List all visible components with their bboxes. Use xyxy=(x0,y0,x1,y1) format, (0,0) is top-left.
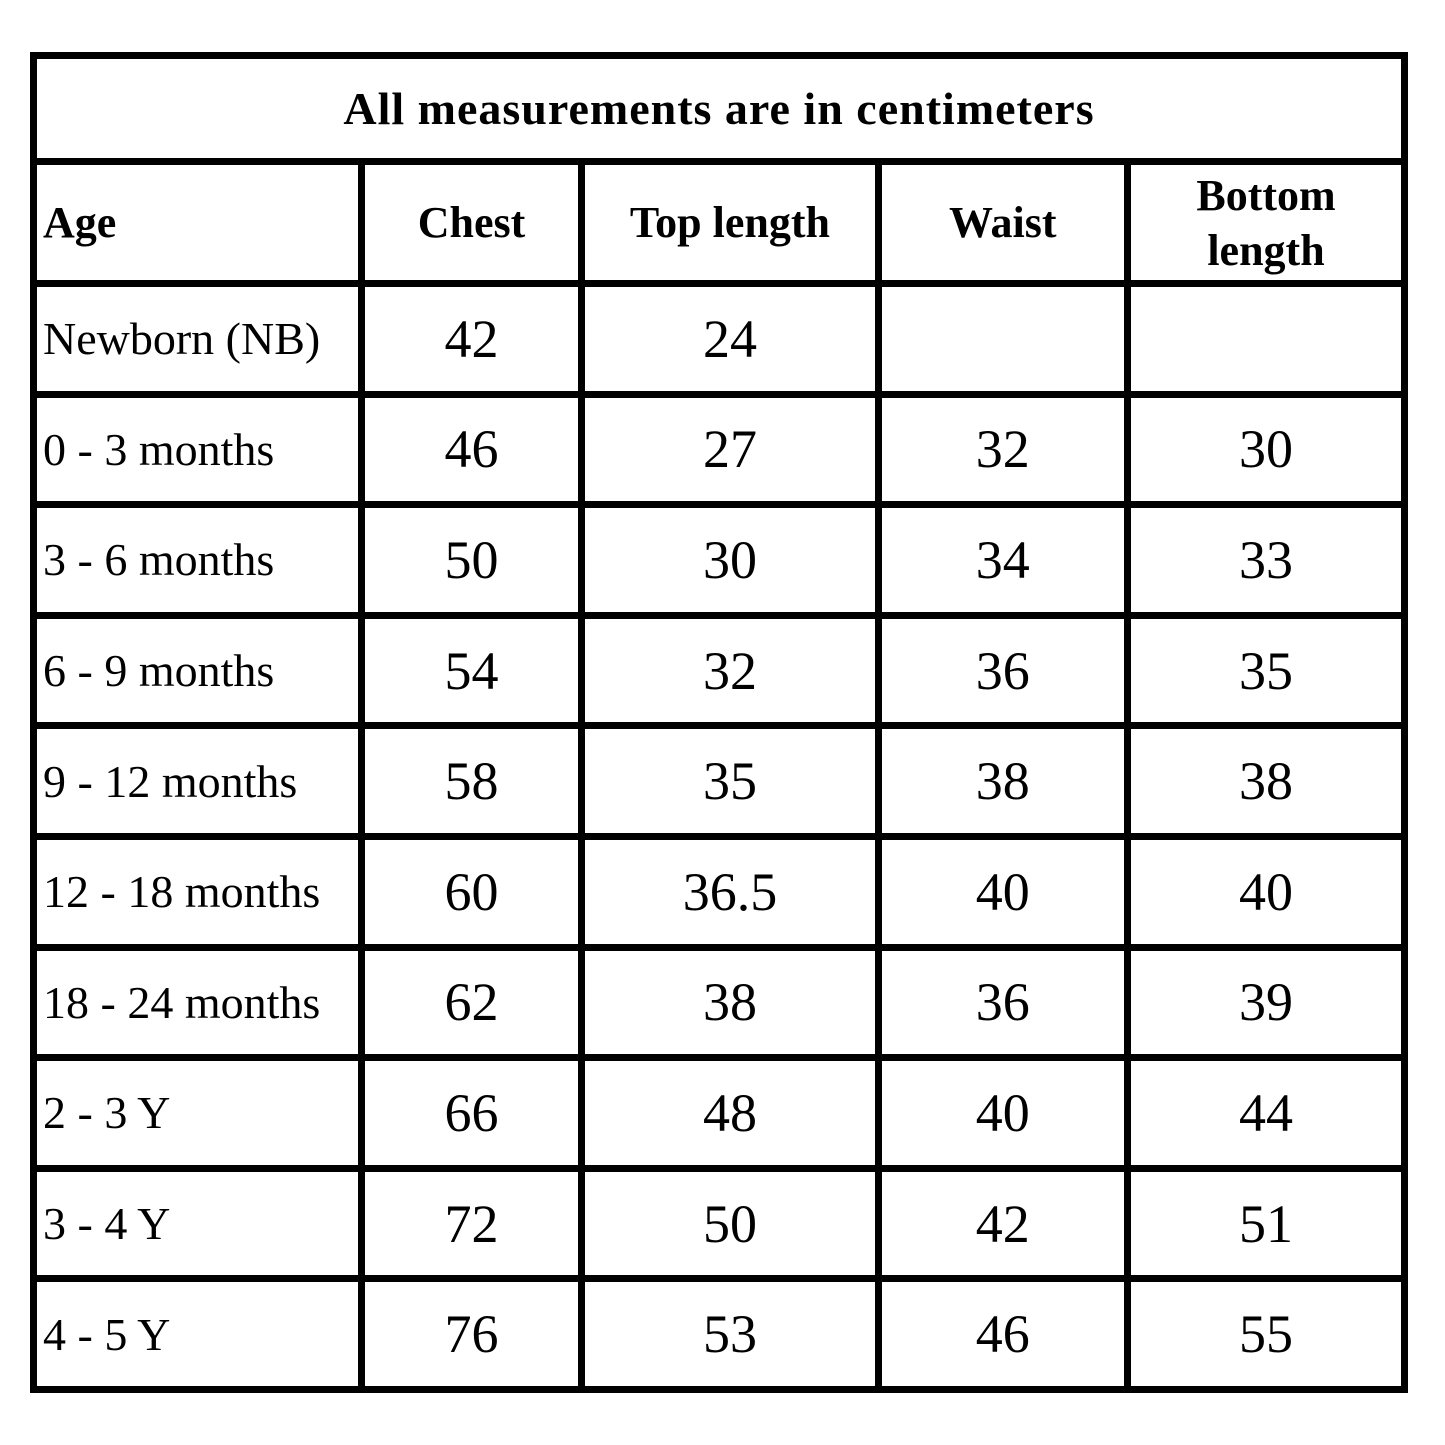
measurement-cell: 46 xyxy=(874,1275,1132,1393)
column-header-bottom-length: Bottom length xyxy=(1124,158,1408,287)
age-cell: 3 - 4 Y xyxy=(30,1164,365,1283)
measurement-cell: 50 xyxy=(578,1164,882,1283)
measurement-cell: 33 xyxy=(1124,501,1408,619)
measurement-cell: 42 xyxy=(874,1164,1132,1283)
age-cell: 4 - 5 Y xyxy=(30,1275,365,1393)
measurement-cell xyxy=(874,280,1132,398)
measurement-cell: 76 xyxy=(357,1275,586,1393)
header-row: Age Chest Top length Waist Bottom length xyxy=(30,158,1408,287)
measurement-cell: 27 xyxy=(578,390,882,509)
measurement-cell: 54 xyxy=(357,611,586,730)
measurement-cell: 72 xyxy=(357,1164,586,1283)
table-row: 9 - 12 months 58 35 38 38 xyxy=(30,722,1408,840)
column-header-chest: Chest xyxy=(357,158,586,287)
measurement-cell: 39 xyxy=(1124,943,1408,1062)
size-chart-table: All measurements are in centimeters Age … xyxy=(30,52,1408,1393)
measurement-cell: 58 xyxy=(357,722,586,840)
measurement-cell: 55 xyxy=(1124,1275,1408,1393)
column-header-waist: Waist xyxy=(874,158,1132,287)
measurement-cell: 35 xyxy=(578,722,882,840)
measurement-cell: 53 xyxy=(578,1275,882,1393)
age-cell: 9 - 12 months xyxy=(30,722,365,840)
title-row: All measurements are in centimeters xyxy=(30,52,1408,165)
table-row: 12 - 18 months 60 36.5 40 40 xyxy=(30,832,1408,951)
measurement-cell: 60 xyxy=(357,832,586,951)
measurement-cell: 32 xyxy=(874,390,1132,509)
measurement-cell: 40 xyxy=(874,1054,1132,1172)
column-header-bottom-length-label: Bottom length xyxy=(1196,170,1336,275)
measurement-cell xyxy=(1124,280,1408,398)
measurement-cell: 32 xyxy=(578,611,882,730)
table-row: 3 - 4 Y 72 50 42 51 xyxy=(30,1164,1408,1283)
measurement-cell: 24 xyxy=(578,280,882,398)
column-header-age: Age xyxy=(30,158,365,287)
age-cell: 18 - 24 months xyxy=(30,943,365,1062)
measurement-cell: 51 xyxy=(1124,1164,1408,1283)
measurement-cell: 38 xyxy=(1124,722,1408,840)
age-cell: Newborn (NB) xyxy=(30,280,365,398)
measurement-cell: 38 xyxy=(578,943,882,1062)
age-cell: 6 - 9 months xyxy=(30,611,365,730)
age-cell: 3 - 6 months xyxy=(30,501,365,619)
measurement-cell: 35 xyxy=(1124,611,1408,730)
measurement-cell: 62 xyxy=(357,943,586,1062)
column-header-top-length: Top length xyxy=(578,158,882,287)
table-row: Newborn (NB) 42 24 xyxy=(30,280,1408,398)
measurement-cell: 66 xyxy=(357,1054,586,1172)
table-title: All measurements are in centimeters xyxy=(30,52,1408,165)
measurement-cell: 42 xyxy=(357,280,586,398)
measurement-cell: 40 xyxy=(1124,832,1408,951)
measurement-cell: 36 xyxy=(874,611,1132,730)
age-cell: 0 - 3 months xyxy=(30,390,365,509)
measurement-cell: 40 xyxy=(874,832,1132,951)
table-body: Newborn (NB) 42 24 0 - 3 months 46 27 32 30 3 - … xyxy=(30,280,1408,1393)
table-row: 0 - 3 months 46 27 32 30 xyxy=(30,390,1408,509)
measurement-cell: 44 xyxy=(1124,1054,1408,1172)
measurement-cell: 38 xyxy=(874,722,1132,840)
table-row: 2 - 3 Y 66 48 40 44 xyxy=(30,1054,1408,1172)
measurement-cell: 46 xyxy=(357,390,586,509)
measurement-cell: 30 xyxy=(578,501,882,619)
table-row: 3 - 6 months 50 30 34 33 xyxy=(30,501,1408,619)
measurement-cell: 30 xyxy=(1124,390,1408,509)
measurement-cell: 34 xyxy=(874,501,1132,619)
measurement-cell: 36 xyxy=(874,943,1132,1062)
measurement-cell: 36.5 xyxy=(578,832,882,951)
table-row: 18 - 24 months 62 38 36 39 xyxy=(30,943,1408,1062)
measurement-cell: 48 xyxy=(578,1054,882,1172)
table-row: 6 - 9 months 54 32 36 35 xyxy=(30,611,1408,730)
measurement-cell: 50 xyxy=(357,501,586,619)
age-cell: 2 - 3 Y xyxy=(30,1054,365,1172)
table-row: 4 - 5 Y 76 53 46 55 xyxy=(30,1275,1408,1393)
age-cell: 12 - 18 months xyxy=(30,832,365,951)
